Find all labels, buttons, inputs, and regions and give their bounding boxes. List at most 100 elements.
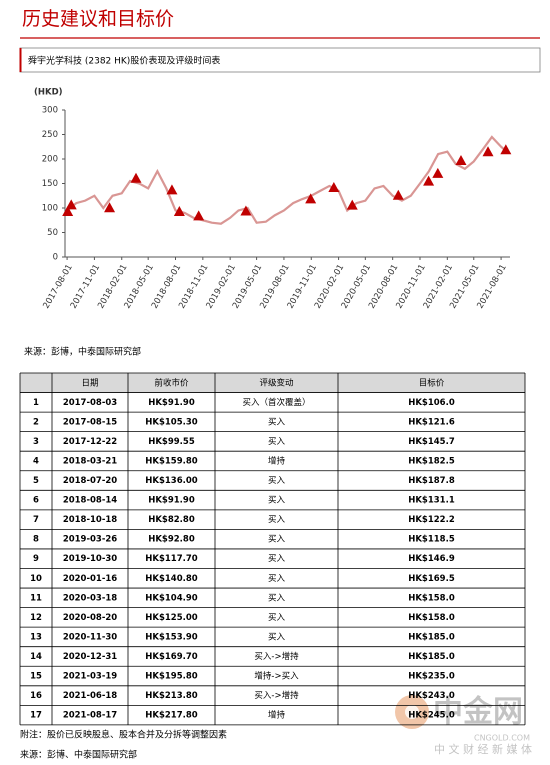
table-cell: 4: [33, 456, 39, 466]
table-cell: HK$136.00: [145, 476, 198, 486]
y-tick-label: 150: [42, 179, 58, 189]
rating-marker: [346, 199, 358, 210]
table-cell: 买入（首次覆盖）: [242, 397, 310, 408]
watermark-slogan: 中 文 财 经 新 媒 体: [434, 742, 532, 756]
table-cell: HK$187.8: [408, 476, 455, 486]
rating-marker: [104, 202, 116, 213]
table-cell: HK$106.0: [408, 398, 455, 408]
table-cell: 2020-01-16: [63, 574, 117, 584]
table-cell: 12: [30, 613, 42, 623]
table-cell: 买入: [268, 574, 286, 584]
rating-marker: [328, 182, 340, 193]
table-cell: 买入: [268, 437, 286, 447]
table-cell: 9: [33, 554, 39, 564]
rating-marker: [305, 193, 317, 204]
table-cell: 15: [30, 672, 42, 682]
y-tick-label: 0: [53, 253, 58, 263]
table-cell: 买入: [268, 496, 286, 506]
table-cell: HK$185.0: [408, 632, 455, 642]
table-cell: HK$217.80: [145, 711, 198, 721]
table-cell: 16: [30, 691, 42, 701]
y-tick-label: 50: [47, 228, 58, 238]
table-cell: 2: [33, 417, 39, 427]
source: 来源：彭博、中泰国际研究部: [20, 749, 137, 761]
table-cell: 2018-07-20: [63, 476, 117, 486]
table-cell: HK$91.90: [148, 496, 195, 506]
table-cell: 17: [30, 711, 42, 721]
table-cell: HK$243.0: [408, 691, 455, 701]
y-axis-label: (HKD): [34, 88, 63, 98]
table-cell: 买入->增持: [254, 690, 299, 701]
table-cell: HK$99.55: [148, 437, 195, 447]
table-cell: 14: [30, 652, 42, 662]
table-cell: 7: [33, 515, 39, 525]
table-cell: 2017-08-03: [63, 398, 117, 408]
table-cell: 买入: [268, 515, 286, 525]
note: 附注：股价已反映股息、股本合并及分拆等调整因素: [20, 729, 227, 741]
table-cell: 13: [30, 632, 42, 642]
rating-marker: [455, 155, 467, 166]
table-cell: HK$92.80: [148, 535, 195, 545]
watermark-icon: [405, 705, 419, 719]
table-cell: HK$169.70: [145, 652, 198, 662]
table-cell: 买入: [268, 535, 286, 545]
table-cell: 6: [33, 496, 39, 506]
table-cell: HK$82.80: [148, 515, 195, 525]
table-header: 评级变动: [259, 377, 294, 388]
table-cell: HK$122.2: [408, 515, 455, 525]
table-cell: 买入: [268, 613, 286, 623]
table-cell: HK$185.0: [408, 652, 455, 662]
table-cell: HK$131.1: [408, 496, 455, 506]
rating-marker: [500, 144, 512, 155]
table-cell: HK$158.0: [408, 593, 455, 603]
table-cell: 5: [33, 476, 39, 486]
page-title: 历史建议和目标价: [22, 8, 174, 30]
rating-marker: [482, 146, 494, 157]
table-cell: 2017-12-22: [63, 437, 117, 447]
y-tick-label: 300: [42, 106, 58, 116]
table-cell: HK$182.5: [408, 456, 455, 466]
table-cell: 2020-12-31: [63, 652, 117, 662]
table-cell: 买入: [268, 593, 286, 603]
table-cell: 8: [33, 535, 39, 545]
table-cell: 2019-10-30: [63, 554, 117, 564]
chart-subtitle: 舜宇光学科技 (2382 HK)股价表现及评级时间表: [28, 55, 220, 67]
table-cell: HK$125.00: [145, 613, 198, 623]
table-cell: 2020-03-18: [63, 593, 117, 603]
table-cell: 2019-03-26: [63, 535, 117, 545]
table-cell: 2018-10-18: [63, 515, 117, 525]
rating-marker: [62, 205, 74, 216]
table-cell: 增持: [268, 710, 286, 721]
y-tick-label: 100: [42, 204, 58, 214]
watermark: 中金网 CNGOLD.COM 中 文 财 经 新 媒 体: [395, 695, 532, 756]
table-cell: 2017-08-15: [63, 417, 117, 427]
table-cell: 2018-08-14: [63, 496, 117, 506]
table-cell: 买入: [268, 417, 286, 427]
rating-marker: [423, 175, 435, 186]
table-cell: HK$159.80: [145, 456, 198, 466]
table-cell: HK$169.5: [408, 574, 455, 584]
table-cell: 买入: [268, 632, 286, 642]
table-header: 前收市价: [154, 377, 189, 388]
table-cell: HK$158.0: [408, 613, 455, 623]
price-line: [66, 135, 508, 225]
table-cell: HK$105.30: [145, 417, 198, 427]
table-header: 日期: [81, 378, 98, 388]
table-cell: HK$235.0: [408, 672, 455, 682]
x-tick-label: 2021-08-01: [475, 263, 508, 311]
table-cell: HK$118.5: [408, 535, 455, 545]
table-cell: HK$104.90: [145, 593, 198, 603]
table-cell: HK$140.80: [145, 574, 198, 584]
table-cell: HK$146.9: [408, 554, 455, 564]
rating-marker: [166, 184, 178, 195]
watermark-logo: 中金网: [433, 695, 523, 730]
watermark-site: CNGOLD.COM: [474, 734, 530, 743]
rating-marker: [432, 167, 444, 178]
rating-marker: [392, 189, 404, 200]
table-cell: 买入: [268, 554, 286, 564]
table-cell: 2020-08-20: [63, 613, 117, 623]
table-cell: HK$213.80: [145, 691, 198, 701]
y-tick-label: 200: [42, 155, 58, 165]
